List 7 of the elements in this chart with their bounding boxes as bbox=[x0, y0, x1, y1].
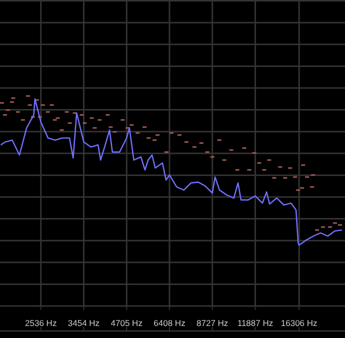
x-tick-label: 2536 Hz bbox=[25, 318, 57, 328]
x-tick-label: 4705 Hz bbox=[110, 318, 142, 328]
x-tick-label: 3454 Hz bbox=[68, 318, 100, 328]
x-tick-label: 11887 Hz bbox=[237, 318, 274, 328]
x-tick-label: 16306 Hz bbox=[280, 318, 318, 328]
x-tick-label: 8727 Hz bbox=[196, 318, 228, 328]
x-tick-label: 6408 Hz bbox=[154, 318, 186, 328]
